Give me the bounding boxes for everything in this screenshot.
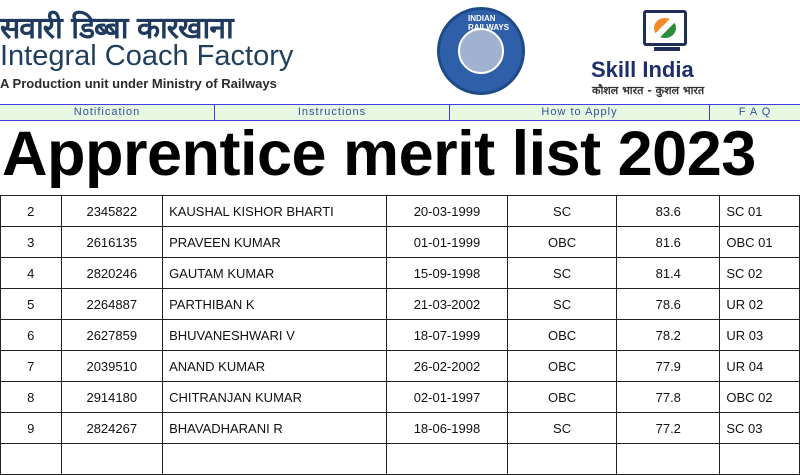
table-cell: 2824267 — [60, 412, 164, 444]
table-cell: 9 — [0, 412, 62, 444]
table-cell: 15-09-1998 — [385, 257, 508, 289]
table-cell: 78.2 — [616, 319, 721, 351]
table-cell: 78.6 — [616, 288, 721, 320]
nav-how-to-apply[interactable]: How to Apply — [450, 105, 710, 120]
table-cell: SC 03 — [719, 412, 800, 444]
table-cell: GAUTAM KUMAR — [162, 257, 387, 289]
table-cell: SC 01 — [719, 195, 800, 227]
hindi-org-name: सवारी डिब्बा कारखाना — [0, 11, 234, 46]
table-cell: 18-07-1999 — [385, 319, 508, 351]
table-cell: 81.4 — [616, 257, 721, 289]
table-row: 2 2345822 KAUSHAL KISHOR BHARTI 20-03-1999 S… — [0, 195, 800, 227]
table-cell: KAUSHAL KISHOR BHARTI — [162, 195, 387, 227]
table-cell: OBC — [506, 319, 618, 351]
table-cell: 81.6 — [616, 226, 721, 258]
table-cell: BHAVADHARANI R — [162, 412, 387, 444]
nav-bar: Notification Instructions How to Apply F… — [0, 104, 800, 121]
table-cell: 2039510 — [60, 350, 164, 382]
table-row: 9 2824267 BHAVADHARANI R 18-06-1998 SC 77.2 SC… — [0, 412, 800, 444]
table-cell: 26-02-2002 — [385, 350, 508, 382]
nav-instructions[interactable]: Instructions — [215, 105, 450, 120]
table-cell: 2345822 — [60, 195, 164, 227]
table-cell: 18-06-1998 — [385, 412, 508, 444]
table-row: 4 2820246 GAUTAM KUMAR 15-09-1998 SC 81.4 SC 0… — [0, 257, 800, 289]
table-cell: 2616135 — [60, 226, 164, 258]
table-cell: 21-03-2002 — [385, 288, 508, 320]
table-row: 5 2264887 PARTHIBAN K 21-03-2002 SC 78.6 UR 02 — [0, 288, 800, 320]
table-cell: UR 03 — [719, 319, 800, 351]
table-cell: SC 02 — [719, 257, 800, 289]
table-cell: 8 — [0, 381, 62, 413]
table-row: 8 2914180 CHITRANJAN KUMAR 02-01-1997 OBC 77.… — [0, 381, 800, 413]
table-cell: 77.2 — [616, 412, 721, 444]
table-cell: 83.6 — [616, 195, 721, 227]
table-cell: UR 04 — [719, 350, 800, 382]
table-cell: 20-03-1999 — [385, 195, 508, 227]
skill-india-logo-icon — [643, 10, 687, 51]
merit-table: 2 2345822 KAUSHAL KISHOR BHARTI 20-03-1999 S… — [0, 195, 800, 475]
nav-faq[interactable]: F A Q — [738, 106, 772, 118]
table-cell: UR 02 — [719, 288, 800, 320]
skill-india-hindi: कौशल भारत - कुशल भारत — [592, 84, 705, 97]
table-cell: 77.9 — [616, 350, 721, 382]
table-cell: 2 — [0, 195, 62, 227]
table-cell: SC — [506, 257, 618, 289]
table-cell: ANAND KUMAR — [162, 350, 387, 382]
table-cell: 5 — [0, 288, 62, 320]
nav-notification[interactable]: Notification — [0, 105, 215, 120]
org-name: Integral Coach Factory — [0, 40, 294, 72]
emblem-text: INDIAN RAILWAYS — [468, 14, 510, 32]
table-cell: SC — [506, 288, 618, 320]
table-row-partial — [0, 443, 800, 475]
table-row: 3 2616135 PRAVEEN KUMAR 01-01-1999 OBC 81.6 OB… — [0, 226, 800, 258]
indian-railways-emblem-icon: INDIAN RAILWAYS — [437, 7, 525, 95]
table-cell: OBC 02 — [719, 381, 800, 413]
table-cell: BHUVANESHWARI V — [162, 319, 387, 351]
table-cell: PARTHIBAN K — [162, 288, 387, 320]
table-cell: 6 — [0, 319, 62, 351]
table-cell: 2820246 — [60, 257, 164, 289]
table-cell: 7 — [0, 350, 62, 382]
table-cell: SC — [506, 412, 618, 444]
table-cell: 02-01-1997 — [385, 381, 508, 413]
table-cell: 2264887 — [60, 288, 164, 320]
table-cell: 3 — [0, 226, 62, 258]
tagline: A Production unit under Ministry of Rail… — [0, 76, 277, 91]
table-cell: OBC — [506, 381, 618, 413]
table-cell: 01-01-1999 — [385, 226, 508, 258]
table-cell: SC — [506, 195, 618, 227]
table-cell: 2627859 — [60, 319, 164, 351]
table-cell: 4 — [0, 257, 62, 289]
table-row: 7 2039510 ANAND KUMAR 26-02-2002 OBC 77.9 UR 0… — [0, 350, 800, 382]
skill-india-text: Skill India — [591, 57, 694, 82]
table-cell: CHITRANJAN KUMAR — [162, 381, 387, 413]
table-cell: OBC — [506, 350, 618, 382]
table-cell: OBC 01 — [719, 226, 800, 258]
table-cell: PRAVEEN KUMAR — [162, 226, 387, 258]
table-cell: OBC — [506, 226, 618, 258]
table-cell: 2914180 — [60, 381, 164, 413]
table-cell: 77.8 — [616, 381, 721, 413]
table-row: 6 2627859 BHUVANESHWARI V 18-07-1999 OBC 78.2… — [0, 319, 800, 351]
page-title: Apprentice merit list 2023 — [2, 119, 756, 189]
